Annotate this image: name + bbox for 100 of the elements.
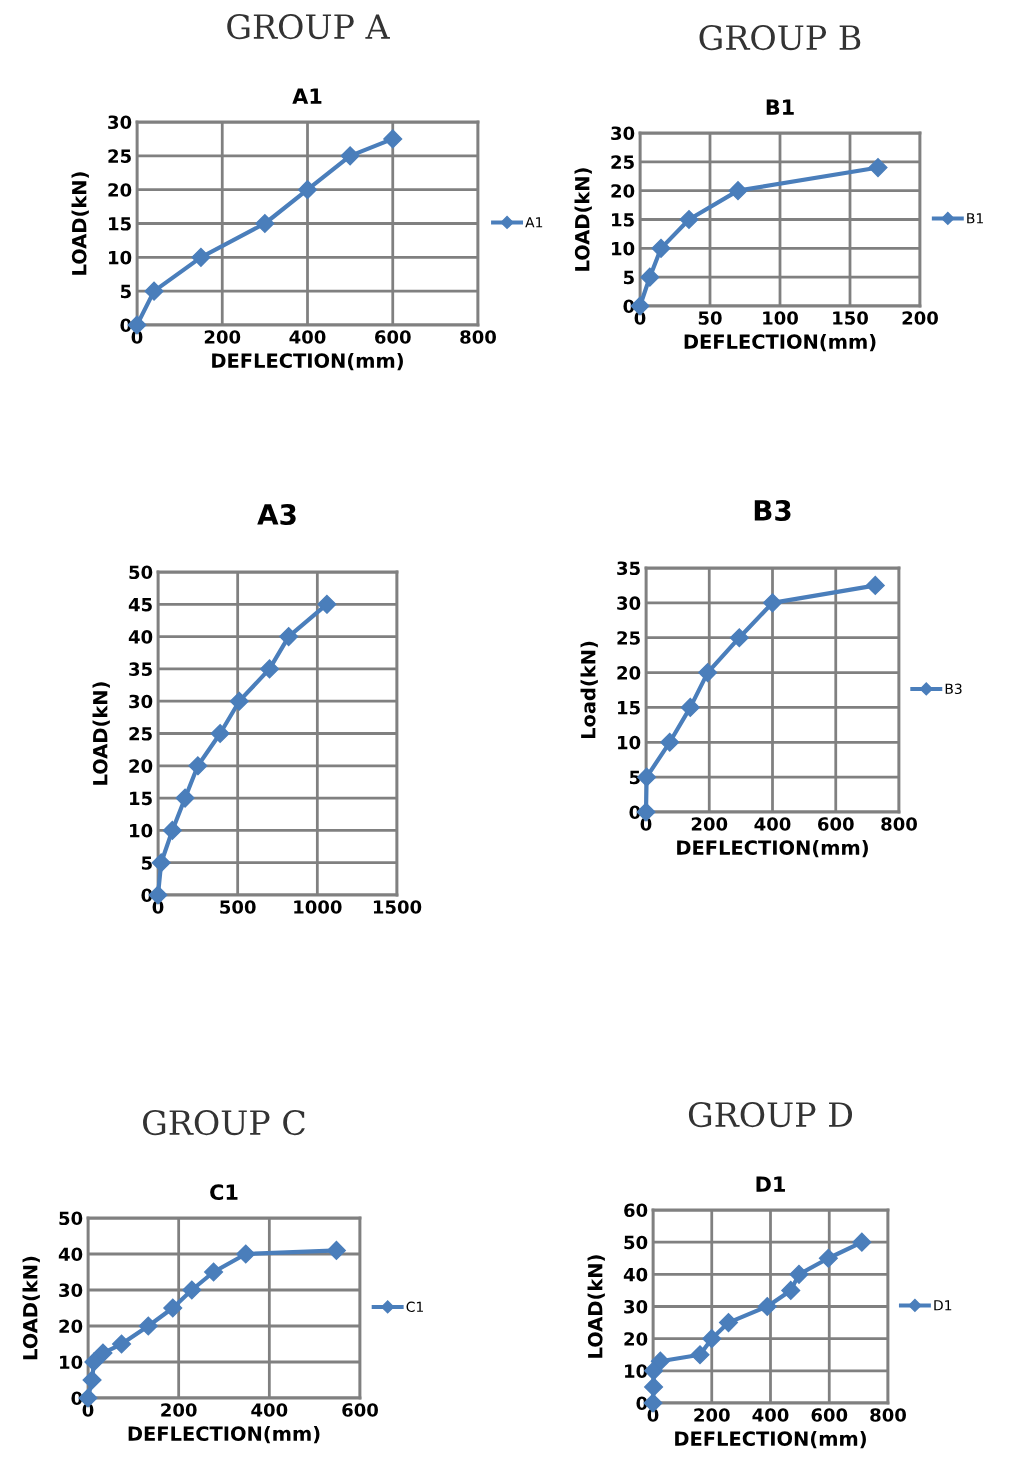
point [383, 129, 403, 149]
y-tick-label: 15 [130, 791, 152, 806]
point [279, 627, 299, 647]
x-tick-label: 200 [694, 1408, 730, 1422]
y-tick-label: 10 [109, 250, 132, 265]
y-tick-label: 5 [629, 770, 640, 785]
y-tick-label: 5 [120, 284, 131, 299]
legend-label: D1 [934, 1300, 952, 1311]
y-tick-label: 20 [624, 1332, 648, 1346]
point [729, 628, 749, 648]
chart-subtitle: B1 [766, 99, 794, 115]
point [340, 146, 360, 166]
point [182, 1280, 202, 1300]
point [93, 1343, 113, 1363]
point [762, 593, 783, 613]
x-tick-label: 150 [833, 311, 868, 325]
x-axis-title: DEFLECTION(mm) [212, 352, 403, 371]
y-tick-label: 20 [59, 1319, 83, 1334]
point [651, 238, 671, 258]
x-tick-label: 600 [375, 330, 411, 344]
x-tick-label: 800 [460, 330, 496, 344]
y-axis-title: LOAD(kN) [587, 1255, 605, 1358]
x-tick-label: 800 [881, 817, 917, 831]
point [690, 1345, 710, 1365]
point [163, 1298, 183, 1318]
y-tick-label: 5 [141, 856, 152, 870]
point [236, 1244, 256, 1264]
x-axis-title: DEFLECTION(mm) [675, 1430, 866, 1449]
chart-subtitle: A1 [292, 88, 322, 104]
x-tick-label: 400 [754, 817, 791, 831]
x-tick-label: 100 [763, 311, 798, 325]
y-tick-label: 30 [59, 1283, 83, 1298]
y-tick-label: 15 [612, 213, 634, 227]
point [718, 1313, 739, 1333]
chart-title: GROUP C [143, 1109, 305, 1136]
chart-title: A3 [257, 503, 296, 525]
y-tick-label: 50 [624, 1235, 648, 1250]
y-tick-label: 30 [108, 115, 132, 130]
y-tick-label: 20 [617, 666, 641, 680]
point [297, 180, 318, 200]
point [757, 1296, 777, 1317]
point [204, 1262, 224, 1282]
point [865, 575, 885, 595]
x-tick-label: 400 [289, 330, 326, 344]
x-tick-label: 1000 [294, 900, 342, 914]
y-tick-label: 25 [129, 726, 152, 741]
y-tick-label: 35 [129, 662, 152, 677]
y-tick-label: 10 [618, 735, 641, 750]
x-axis-title: DEFLECTION(mm) [128, 1425, 320, 1444]
point [702, 1329, 722, 1349]
y-tick-label: 60 [624, 1203, 648, 1218]
y-tick-label: 15 [618, 701, 640, 715]
legend-label: B1 [967, 213, 983, 224]
x-tick-label: 1500 [373, 900, 422, 914]
y-tick-label: 30 [617, 596, 641, 610]
point [317, 594, 337, 614]
point [138, 1316, 158, 1336]
point [112, 1334, 132, 1354]
y-tick-label: 35 [617, 561, 640, 576]
point [789, 1264, 809, 1284]
point [144, 281, 164, 301]
y-tick-label: 30 [624, 1299, 648, 1314]
y-tick-label: 30 [129, 694, 153, 709]
legend-label: A1 [525, 217, 543, 228]
y-tick-label: 40 [128, 630, 153, 644]
x-tick-label: 400 [752, 1408, 789, 1422]
x-tick-label: 200 [902, 311, 938, 325]
point [650, 1351, 670, 1371]
point [255, 213, 275, 234]
point [868, 158, 888, 178]
point [229, 691, 249, 711]
point [728, 181, 748, 201]
point [191, 247, 211, 267]
point [644, 1377, 664, 1397]
point [259, 659, 280, 679]
x-tick-label: 600 [811, 1408, 848, 1422]
point [175, 788, 195, 808]
y-tick-label: 10 [60, 1355, 83, 1370]
y-tick-label: 10 [625, 1364, 648, 1378]
point [781, 1280, 801, 1300]
point [84, 1352, 104, 1372]
chart-subtitle: D1 [756, 1176, 785, 1192]
y-tick-label: 10 [130, 823, 153, 838]
point [818, 1248, 838, 1268]
x-axis-title: DEFLECTION(mm) [677, 839, 868, 858]
x-tick-label: 600 [342, 1403, 378, 1417]
y-axis-title: LOAD(kN) [22, 1256, 40, 1360]
x-tick-label: 400 [251, 1403, 288, 1417]
y-axis-title: LOAD(kN) [71, 172, 89, 275]
y-tick-label: 50 [129, 565, 153, 580]
point [326, 1240, 346, 1260]
y-tick-label: 50 [59, 1211, 83, 1226]
y-axis-title: LOAD(kN) [92, 682, 110, 785]
y-tick-label: 40 [58, 1247, 83, 1262]
y-tick-label: 20 [129, 759, 153, 773]
x-tick-label: 200 [691, 817, 728, 831]
y-axis-title: LOAD(kN) [574, 168, 592, 271]
y-axis-title: Load(kN) [580, 641, 598, 739]
y-tick-label: 25 [617, 631, 640, 645]
point [151, 853, 171, 873]
